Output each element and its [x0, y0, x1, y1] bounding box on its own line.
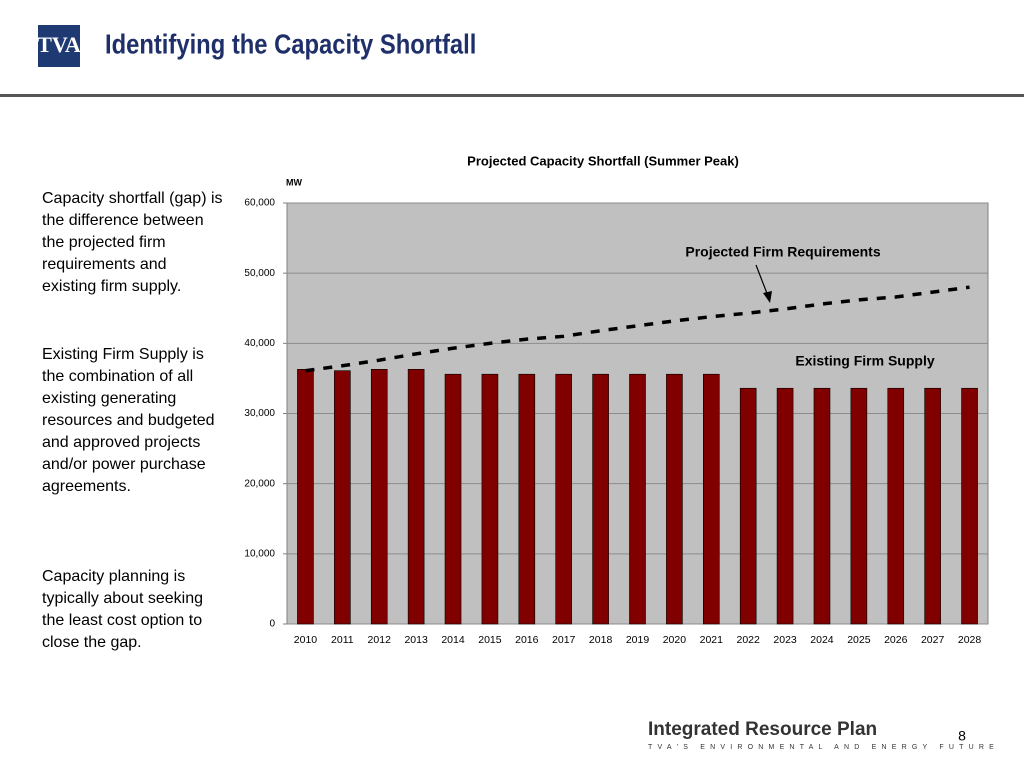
bar — [481, 373, 499, 625]
x-tick-label: 2013 — [404, 634, 428, 646]
x-tick-label: 2022 — [737, 634, 761, 646]
bar — [924, 387, 941, 625]
y-tick-label: 10,000 — [244, 548, 275, 559]
bar — [592, 373, 609, 625]
x-tick-label: 2015 — [478, 634, 502, 646]
series-label: Projected Firm Requirements — [685, 244, 880, 260]
slide-title: Identifying the Capacity Shortfall — [105, 28, 476, 60]
x-tick-label: 2023 — [773, 634, 797, 646]
x-tick-label: 2025 — [847, 634, 871, 646]
logo-box — [38, 25, 80, 67]
bar — [702, 373, 720, 625]
bar — [555, 373, 573, 625]
x-tick-label: 2024 — [810, 634, 834, 646]
bar — [370, 368, 388, 625]
footer-tagline: TVA'S ENVIRONMENTAL AND ENERGY FUTURE — [648, 744, 999, 751]
footer-brand: Integrated Resource Plan — [648, 719, 877, 740]
x-tick-label: 2027 — [921, 634, 945, 646]
label-arrowhead — [763, 291, 772, 303]
y-tick-label: 20,000 — [244, 478, 275, 489]
bar — [813, 387, 831, 625]
header-rule — [0, 94, 1024, 97]
x-tick-label: 2012 — [368, 634, 392, 646]
label-arrow — [755, 264, 769, 297]
bar — [850, 387, 868, 625]
bar — [666, 373, 683, 625]
y-tick-label: 30,000 — [244, 408, 275, 419]
requirement-line — [305, 285, 970, 373]
bar — [629, 373, 646, 625]
y-tick-label: 0 — [269, 619, 275, 630]
x-tick-label: 2014 — [441, 634, 465, 646]
bar — [739, 387, 757, 625]
logo: TVA — [37, 32, 81, 57]
bar — [297, 368, 314, 625]
x-tick-label: 2020 — [663, 634, 687, 646]
x-tick-label: 2019 — [626, 634, 650, 646]
bar — [887, 387, 905, 625]
chart-title: Projected Capacity Shortfall (Summer Pea… — [467, 153, 739, 168]
page-number: 8 — [958, 728, 966, 744]
x-tick-label: 2028 — [958, 634, 982, 646]
bar — [518, 373, 536, 625]
paragraph: Capacity shortfall (gap) is the differen… — [42, 190, 223, 295]
y-tick-label: 60,000 — [244, 198, 275, 209]
x-tick-label: 2021 — [700, 634, 724, 646]
paragraph: Capacity planning is typically about see… — [42, 568, 203, 651]
series-label: Existing Firm Supply — [795, 353, 934, 369]
y-axis-label: MW — [286, 177, 302, 187]
bar — [334, 370, 351, 625]
x-tick-label: 2011 — [331, 634, 354, 646]
x-tick-label: 2026 — [884, 634, 908, 646]
bar — [444, 373, 462, 625]
paragraph: Existing Firm Supply is the combination … — [42, 346, 215, 495]
y-tick-label: 40,000 — [244, 338, 275, 349]
x-tick-label: 2010 — [294, 634, 318, 646]
y-tick-label: 50,000 — [244, 268, 275, 279]
x-tick-label: 2018 — [589, 634, 613, 646]
x-tick-label: 2016 — [515, 634, 539, 646]
bar — [961, 387, 978, 625]
bar — [776, 387, 794, 625]
x-tick-label: 2017 — [552, 634, 576, 646]
bar — [407, 368, 425, 625]
